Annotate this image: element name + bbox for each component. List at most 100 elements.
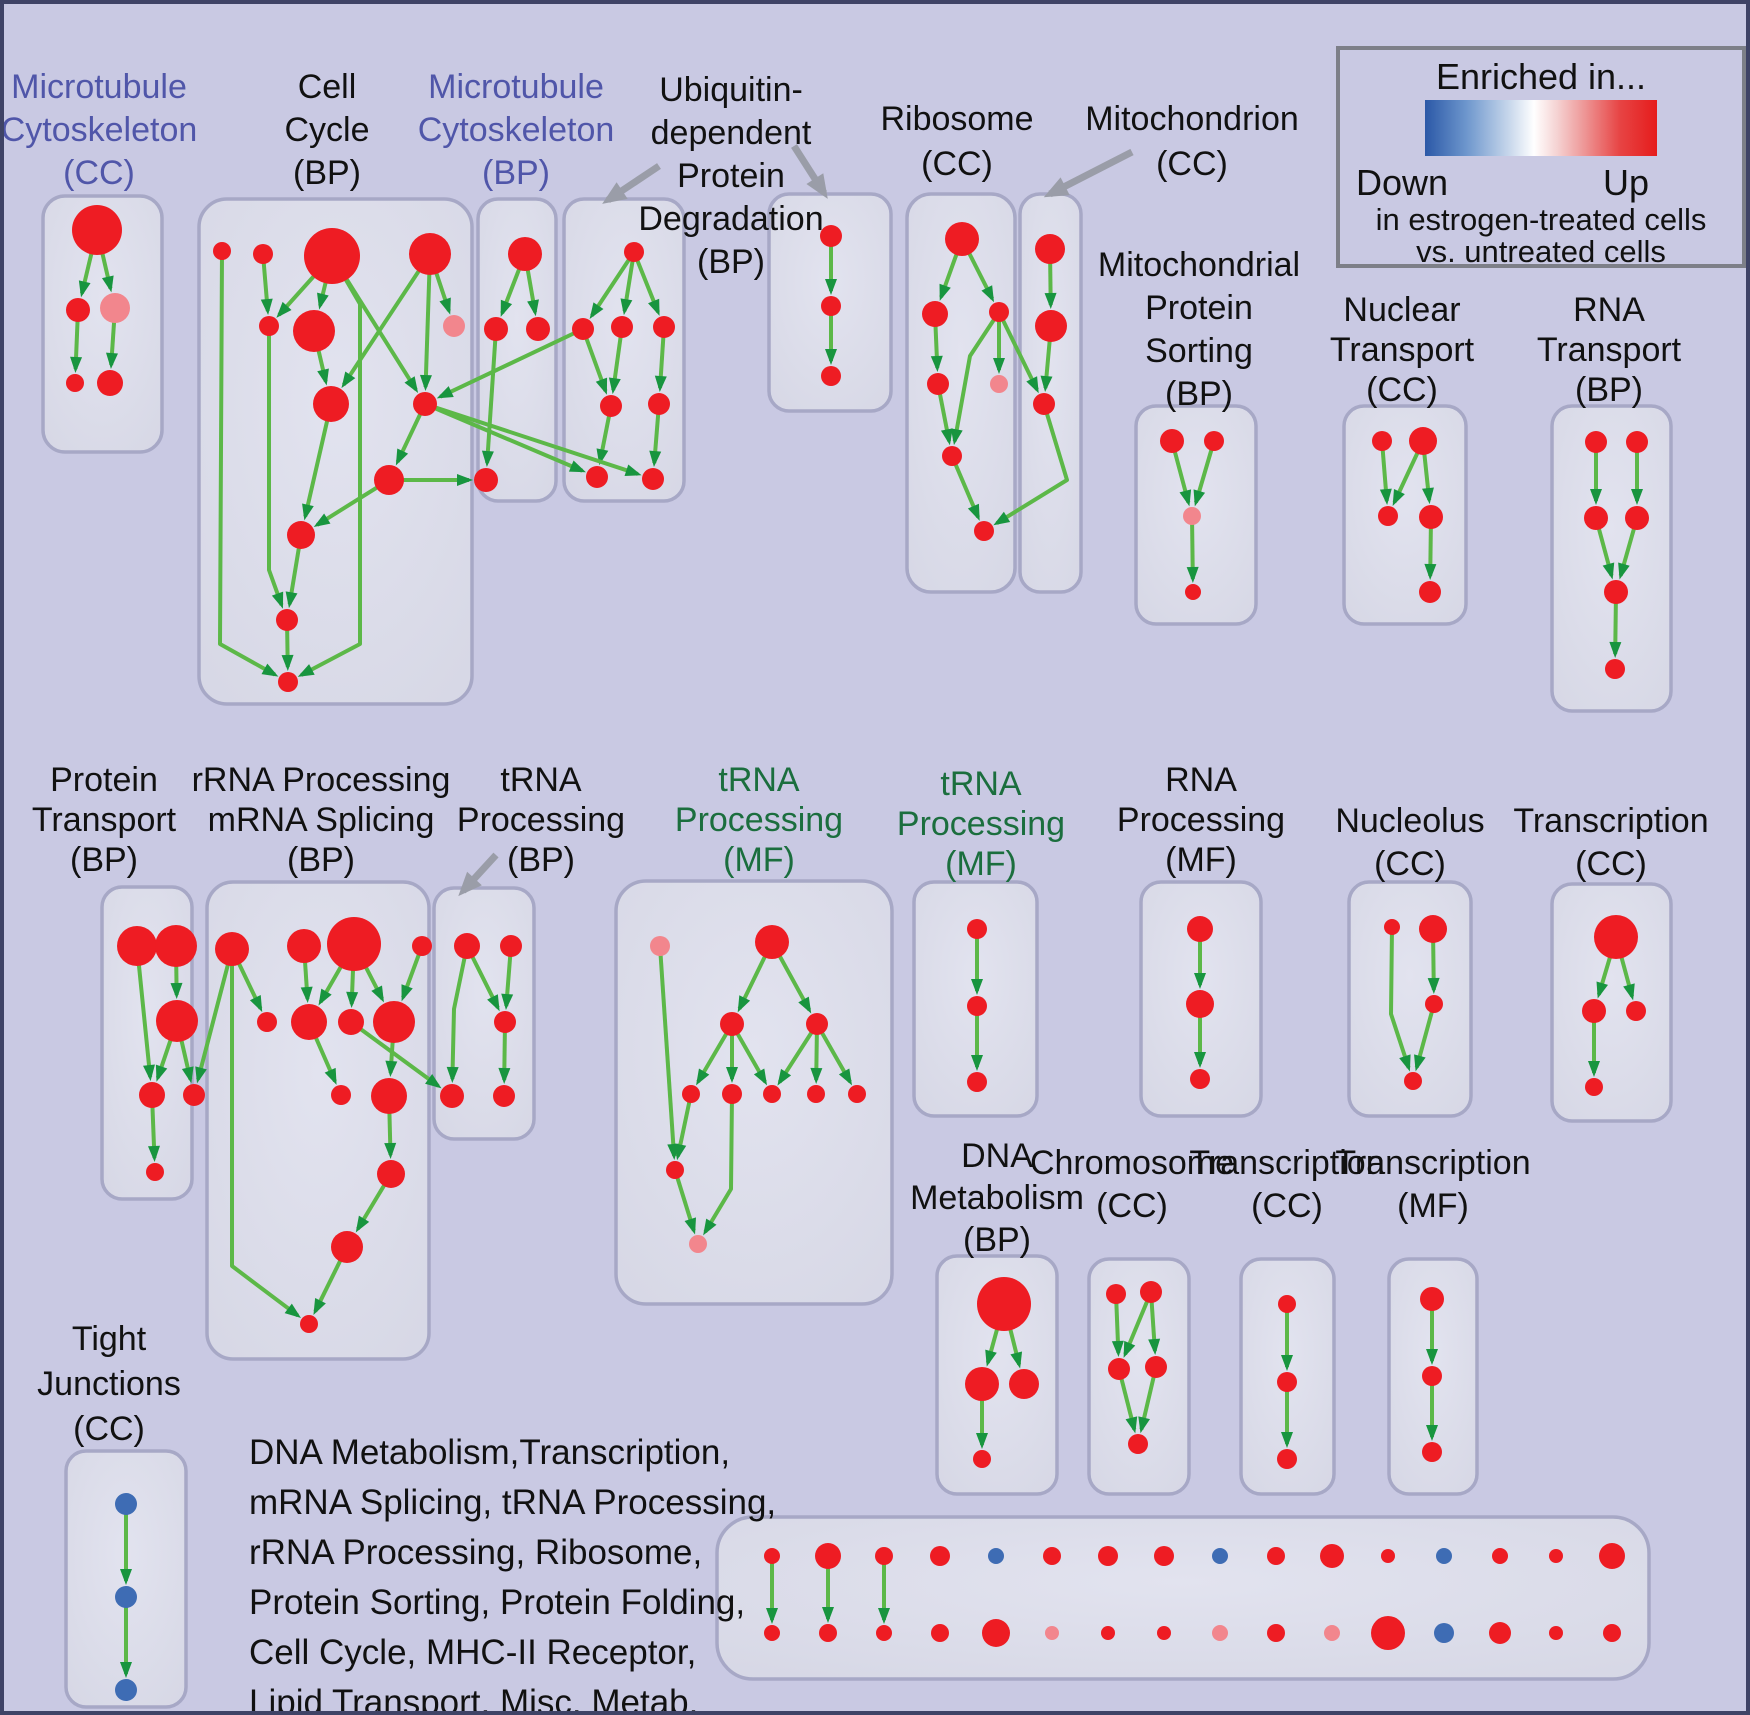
edge-nucleolus-j3-j4 bbox=[1414, 1003, 1436, 1072]
edge-rrna.rr1-protein-transport.t5 bbox=[195, 948, 234, 1084]
node-misc-b6b bbox=[1045, 1626, 1059, 1640]
node-misc-b8b bbox=[1157, 1626, 1171, 1640]
chromosome-box bbox=[1087, 1257, 1191, 1496]
node-ubi-u7 bbox=[642, 468, 664, 490]
node-trna-mf-1-f8 bbox=[807, 1085, 825, 1103]
node-mt-cc-b bbox=[66, 298, 90, 322]
node-trna-mf-1-f11 bbox=[689, 1235, 707, 1253]
edge-trna-mf-1-f4-f9 bbox=[815, 1023, 853, 1086]
node-ribosome-r7 bbox=[974, 521, 994, 541]
edge-ubi-u0-u3 bbox=[632, 251, 660, 316]
node-mps-p3 bbox=[1183, 507, 1201, 525]
node-ubi-u6 bbox=[586, 466, 608, 488]
node-misc-b9t bbox=[1212, 1548, 1228, 1564]
node-mt-bp-m1 bbox=[508, 237, 542, 271]
node-transcription-cc-1-k4 bbox=[1585, 1078, 1603, 1096]
edge-mt-bp-m2-m4 bbox=[481, 328, 498, 468]
node-cell-cycle-n6 bbox=[293, 310, 335, 352]
edge-ubi-u0-u1 bbox=[589, 250, 636, 319]
node-tight-junctions-z3 bbox=[115, 1679, 137, 1701]
node-nuclear-transport-q4 bbox=[1419, 505, 1443, 529]
node-cell-cycle-n4 bbox=[409, 233, 451, 275]
node-mt-cc-d bbox=[66, 374, 84, 392]
edge-cell-cycle.n9-ubi.u6 bbox=[424, 402, 586, 473]
nuclear-transport-box bbox=[1342, 404, 1468, 626]
node-rrna-rr3 bbox=[327, 917, 381, 971]
node-nucleolus-j3 bbox=[1425, 995, 1443, 1013]
legend-subtitle-line1: in estrogen-treated cells bbox=[1375, 202, 1707, 237]
node-protein-transport-t6 bbox=[146, 1163, 164, 1181]
node-rrna-rr11 bbox=[377, 1160, 405, 1188]
node-ribosome-r3 bbox=[989, 302, 1009, 322]
node-trna-mf-1-f10 bbox=[666, 1161, 684, 1179]
node-trna-mf-1-f5 bbox=[682, 1085, 700, 1103]
node-rna-transport-s2 bbox=[1626, 431, 1648, 453]
node-chromosome-c1 bbox=[1106, 1284, 1126, 1304]
merged-clusters-annotation: DNA Metabolism,Transcription, mRNA Splic… bbox=[249, 1433, 777, 1715]
node-chromosome-c3 bbox=[1108, 1358, 1130, 1380]
edge-cell-cycle.n9-ubi.u7 bbox=[424, 402, 642, 476]
node-nucleolus-j4 bbox=[1404, 1072, 1422, 1090]
node-trna-mf-1-f3 bbox=[720, 1012, 744, 1036]
node-mito-o3 bbox=[1033, 393, 1055, 415]
node-ubi2-v2 bbox=[821, 296, 841, 316]
node-trna-mf-1-f1 bbox=[650, 936, 670, 956]
edge-ubi.u1-cell-cycle.n9 bbox=[436, 327, 584, 399]
node-nuclear-transport-q1 bbox=[1372, 431, 1392, 451]
edge-ribosome-r3-r6 bbox=[950, 310, 1001, 446]
node-misc-b4t bbox=[930, 1546, 950, 1566]
node-rna-transport-s3 bbox=[1584, 506, 1608, 530]
edge-trna-mf-1-f4-f7 bbox=[777, 1022, 819, 1086]
legend-up-label: Up bbox=[1602, 162, 1650, 203]
node-dna-metabolism-d3 bbox=[1009, 1369, 1039, 1399]
node-rrna-rr7 bbox=[338, 1009, 364, 1035]
node-cell-cycle-n5 bbox=[259, 316, 279, 336]
node-protein-transport-t4 bbox=[139, 1082, 165, 1108]
node-ubi2-v1 bbox=[820, 225, 842, 247]
node-ubi-u4 bbox=[600, 395, 622, 417]
node-trna-bp-tb4 bbox=[440, 1084, 464, 1108]
node-trna-mf-1-f4 bbox=[806, 1013, 828, 1035]
node-misc-b11t bbox=[1320, 1544, 1344, 1568]
node-misc-b10b bbox=[1267, 1624, 1285, 1642]
node-rrna-rr8 bbox=[373, 1001, 415, 1043]
node-ubi-u2 bbox=[611, 316, 633, 338]
node-misc-b5t bbox=[988, 1548, 1004, 1564]
node-rna-processing-mf-h1 bbox=[1187, 916, 1213, 942]
node-transcription-cc-1-k1 bbox=[1594, 915, 1638, 959]
node-nuclear-transport-q2 bbox=[1409, 427, 1437, 455]
node-rna-transport-s6 bbox=[1605, 659, 1625, 679]
node-cell-cycle-n12 bbox=[276, 609, 298, 631]
node-ribosome-r5 bbox=[990, 375, 1008, 393]
node-misc-b7t bbox=[1098, 1546, 1118, 1566]
node-trna-mf-1-f9 bbox=[848, 1085, 866, 1103]
node-rrna-rr9 bbox=[331, 1085, 351, 1105]
node-cell-cycle-n2 bbox=[253, 244, 273, 264]
node-nucleolus-j2 bbox=[1419, 915, 1447, 943]
edge-chromosome-c2-c3 bbox=[1123, 1291, 1153, 1358]
edge-nuclear-transport-q1-q3 bbox=[1379, 440, 1392, 506]
node-mps-p1 bbox=[1160, 429, 1184, 453]
node-mito-o1 bbox=[1035, 234, 1065, 264]
node-ubi-u5 bbox=[648, 393, 670, 415]
node-rrna-rr1 bbox=[215, 932, 249, 966]
edge-trna-bp-tb1-tb4 bbox=[446, 945, 469, 1083]
node-transcription-cc-1-k3 bbox=[1626, 1001, 1646, 1021]
edge-ribosome.r3-mito.o3 bbox=[997, 311, 1039, 394]
edge-cell-cycle-n4-n9 bbox=[419, 253, 432, 392]
node-misc-b4b bbox=[931, 1624, 949, 1642]
mitochondrion-pointer-arrow bbox=[1043, 148, 1134, 198]
legend-subtitle-line2: vs. untreated cells bbox=[1416, 234, 1666, 269]
node-dna-metabolism-d1 bbox=[977, 1277, 1031, 1331]
node-ubi-u3 bbox=[653, 316, 675, 338]
edge-cell-cycle-n8-n11 bbox=[302, 403, 333, 521]
edge-ribosome-r6-r7 bbox=[950, 455, 980, 521]
node-protein-transport-t3 bbox=[156, 1000, 198, 1042]
node-trna-bp-tb1 bbox=[454, 933, 480, 959]
node-trna-bp-tb2 bbox=[500, 935, 522, 957]
edge-cell-cycle-n1-n13 bbox=[218, 250, 279, 677]
node-mt-cc-e bbox=[97, 370, 123, 396]
node-misc-b3b bbox=[876, 1625, 892, 1641]
ubiquitin-pointer-left-arrow bbox=[602, 163, 661, 204]
edge-rrna.rr7-trna-bp.tb4 bbox=[349, 1020, 442, 1089]
